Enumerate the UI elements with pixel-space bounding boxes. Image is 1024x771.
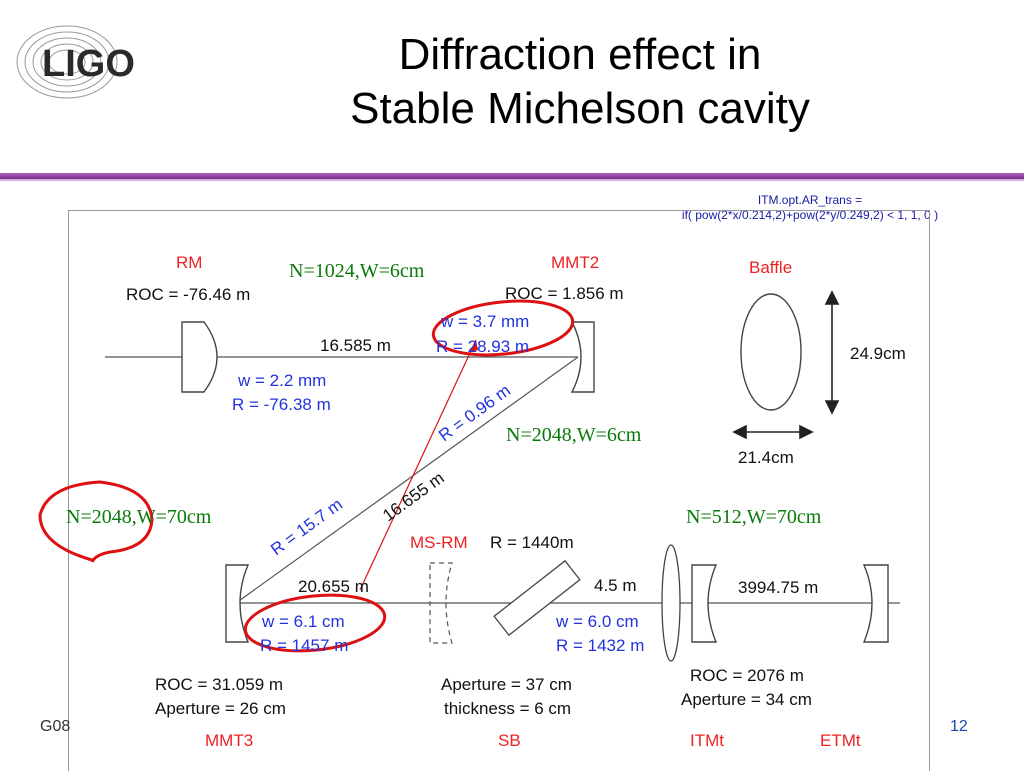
mmt3-mirror bbox=[225, 564, 250, 643]
mmt2-w: w = 3.7 mm bbox=[440, 312, 529, 331]
rm-w: w = 2.2 mm bbox=[237, 371, 326, 390]
itm-note-line-2: if( pow(2*x/0.214,2)+pow(2*y/0.249,2) < … bbox=[681, 208, 939, 222]
dist-arm: 3994.75 m bbox=[738, 578, 818, 597]
itmt-mirror bbox=[691, 564, 718, 643]
r-diag-small: R = 0.96 m bbox=[435, 381, 514, 446]
r-diag-large: R = 15.7 m bbox=[267, 495, 346, 560]
ligo-logo: LIGO bbox=[16, 25, 135, 99]
dist-sb: 4.5 m bbox=[594, 576, 637, 595]
footer-doc-id: G08 bbox=[40, 718, 71, 735]
dist-bottom: 20.655 m bbox=[298, 577, 369, 596]
title-line-1: Diffraction effect in bbox=[398, 30, 762, 79]
baffle-width: 21.4cm bbox=[738, 448, 794, 467]
title-divider-light bbox=[0, 179, 1024, 181]
sb-splitter bbox=[493, 559, 581, 637]
mmt3-r: R = 1457 m bbox=[260, 636, 348, 655]
mmt3-aperture: Aperture = 26 cm bbox=[155, 699, 286, 718]
itm-note-line-1: ITM.opt.AR_trans = bbox=[757, 193, 863, 207]
annotation-n2048-70cm: N=2048,W=70cm bbox=[66, 506, 212, 528]
itm-ar-trans-note: ITM.opt.AR_trans = if( pow(2*x/0.214,2)+… bbox=[600, 193, 1020, 223]
mmt2-mirror bbox=[570, 321, 595, 393]
itmt-roc: ROC = 2076 m bbox=[690, 666, 804, 685]
rm-name: RM bbox=[176, 253, 202, 272]
sb-w: w = 6.0 cm bbox=[555, 612, 639, 631]
rm-roc: ROC = -76.46 m bbox=[126, 285, 250, 304]
ink-circle-mmt2 bbox=[431, 299, 575, 357]
mmt3-name: MMT3 bbox=[205, 731, 253, 750]
sb-thickness: thickness = 6 cm bbox=[444, 699, 571, 718]
msrm-mirror bbox=[429, 562, 453, 644]
mmt2-r: R = 28.93 m bbox=[436, 337, 529, 356]
mmt3-w: w = 6.1 cm bbox=[261, 612, 345, 631]
rm-r: R = -76.38 m bbox=[232, 395, 331, 414]
baffle-ellipse bbox=[740, 293, 802, 411]
title-divider bbox=[0, 173, 1024, 179]
mmt2-roc: ROC = 1.856 m bbox=[505, 284, 624, 303]
annotation-n2048-6cm: N=2048,W=6cm bbox=[506, 424, 642, 446]
etmt-name: ETMt bbox=[820, 731, 861, 750]
msrm-name: MS-RM bbox=[410, 533, 468, 552]
mmt3-roc: ROC = 31.059 m bbox=[155, 675, 283, 694]
itmt-name: ITMt bbox=[690, 731, 724, 750]
diagram-frame bbox=[68, 210, 930, 771]
ink-circle-annotation bbox=[38, 480, 154, 563]
baffle-width-arrow bbox=[732, 424, 814, 440]
sb-name: SB bbox=[498, 731, 521, 750]
etmt-mirror bbox=[862, 564, 889, 643]
sb-r: R = 1432 m bbox=[556, 636, 644, 655]
annotation-n1024: N=1024,W=6cm bbox=[289, 260, 425, 282]
annotation-n512-70cm: N=512,W=70cm bbox=[686, 506, 822, 528]
slide-title: Diffraction effect in Stable Michelson c… bbox=[240, 28, 920, 136]
dist-top: 16.585 m bbox=[320, 336, 391, 355]
ink-trace-line bbox=[359, 339, 477, 591]
mmt2-name: MMT2 bbox=[551, 253, 599, 272]
itmt-aperture: Aperture = 34 cm bbox=[681, 690, 812, 709]
ink-circle-mmt3 bbox=[243, 593, 387, 653]
page-number: 12 bbox=[950, 718, 968, 735]
baffle-height-arrow bbox=[824, 290, 840, 415]
beam-diagonal bbox=[235, 356, 579, 604]
dist-diag: 16.655 m bbox=[379, 468, 448, 525]
baffle-height: 24.9cm bbox=[850, 344, 906, 363]
title-line-2: Stable Michelson cavity bbox=[350, 84, 810, 133]
rm-mirror bbox=[181, 321, 218, 393]
baffle-name: Baffle bbox=[749, 258, 792, 277]
ink-trace-arrowhead bbox=[470, 340, 478, 352]
itm-lens bbox=[661, 544, 681, 662]
sb-aperture: Aperture = 37 cm bbox=[441, 675, 572, 694]
msrm-r: R = 1440m bbox=[490, 533, 574, 552]
logo-text: LIGO bbox=[42, 43, 135, 85]
